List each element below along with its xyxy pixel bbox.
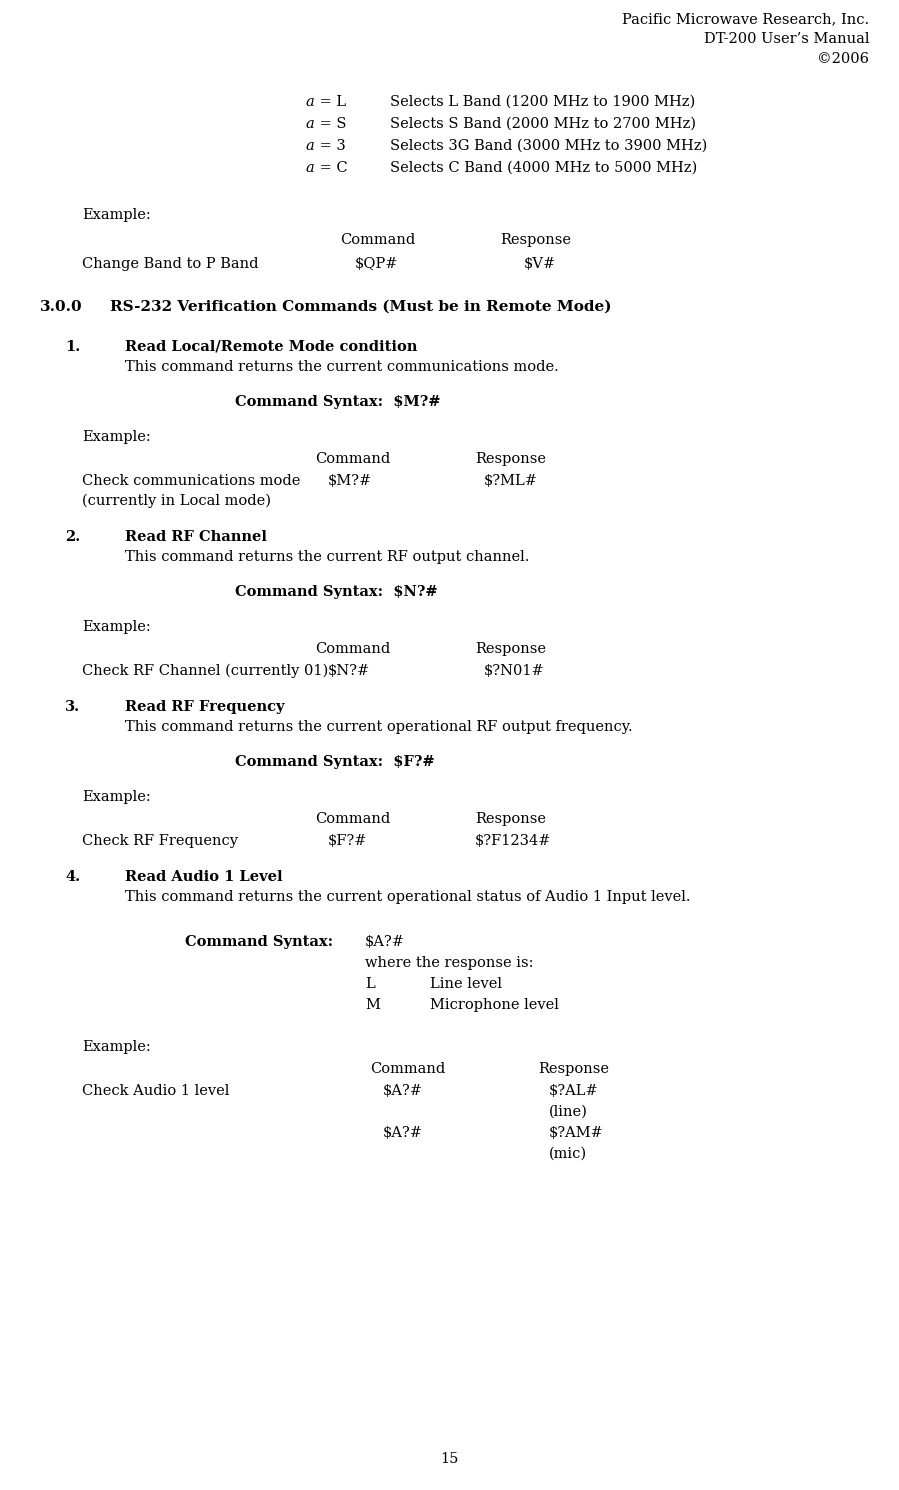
Text: $?AL#: $?AL# bbox=[549, 1085, 599, 1098]
Text: $F?#: $F?# bbox=[328, 834, 368, 848]
Text: 3.0.0: 3.0.0 bbox=[40, 299, 83, 314]
Text: Response: Response bbox=[538, 1062, 609, 1076]
Text: Command: Command bbox=[315, 451, 390, 466]
Text: $?ML#: $?ML# bbox=[484, 474, 538, 489]
Text: 3.: 3. bbox=[65, 700, 80, 714]
Text: Read Audio 1 Level: Read Audio 1 Level bbox=[125, 870, 282, 884]
Text: Command: Command bbox=[315, 812, 390, 825]
Text: This command returns the current operational RF output frequency.: This command returns the current operati… bbox=[125, 720, 633, 735]
Text: (line): (line) bbox=[549, 1106, 588, 1119]
Text: a: a bbox=[305, 95, 314, 109]
Text: (currently in Local mode): (currently in Local mode) bbox=[82, 495, 271, 508]
Text: Example:: Example: bbox=[82, 1040, 151, 1053]
Text: This command returns the current communications mode.: This command returns the current communi… bbox=[125, 361, 559, 374]
Text: $N?#: $N?# bbox=[328, 665, 370, 678]
Text: $QP#: $QP# bbox=[355, 256, 398, 271]
Text: ©2006: ©2006 bbox=[817, 52, 869, 66]
Text: 15: 15 bbox=[441, 1451, 458, 1466]
Text: $?F1234#: $?F1234# bbox=[475, 834, 551, 848]
Text: RS-232 Verification Commands (Must be in Remote Mode): RS-232 Verification Commands (Must be in… bbox=[110, 299, 611, 314]
Text: Selects S Band (2000 MHz to 2700 MHz): Selects S Band (2000 MHz to 2700 MHz) bbox=[390, 118, 696, 131]
Text: Check RF Frequency: Check RF Frequency bbox=[82, 834, 238, 848]
Text: $?N01#: $?N01# bbox=[484, 665, 545, 678]
Text: Example:: Example: bbox=[82, 620, 151, 635]
Text: = S: = S bbox=[315, 118, 346, 131]
Text: Example:: Example: bbox=[82, 790, 151, 805]
Text: DT-200 User’s Manual: DT-200 User’s Manual bbox=[704, 31, 869, 46]
Text: Response: Response bbox=[475, 451, 546, 466]
Text: = 3: = 3 bbox=[315, 139, 346, 153]
Text: This command returns the current RF output channel.: This command returns the current RF outp… bbox=[125, 550, 530, 565]
Text: Pacific Microwave Research, Inc.: Pacific Microwave Research, Inc. bbox=[622, 12, 869, 25]
Text: Command: Command bbox=[340, 232, 415, 247]
Text: Response: Response bbox=[475, 642, 546, 656]
Text: Example:: Example: bbox=[82, 209, 151, 222]
Text: 4.: 4. bbox=[65, 870, 80, 884]
Text: = C: = C bbox=[315, 161, 348, 174]
Text: Command Syntax:  $N?#: Command Syntax: $N?# bbox=[235, 586, 438, 599]
Text: 2.: 2. bbox=[65, 530, 80, 544]
Text: This command returns the current operational status of Audio 1 Input level.: This command returns the current operati… bbox=[125, 890, 690, 904]
Text: Command Syntax:  $M?#: Command Syntax: $M?# bbox=[235, 395, 441, 408]
Text: $A?#: $A?# bbox=[383, 1126, 423, 1140]
Text: Command: Command bbox=[370, 1062, 445, 1076]
Text: $A?#: $A?# bbox=[365, 936, 405, 949]
Text: M: M bbox=[365, 998, 380, 1012]
Text: Command Syntax:  $F?#: Command Syntax: $F?# bbox=[235, 755, 434, 769]
Text: Response: Response bbox=[475, 812, 546, 825]
Text: $A?#: $A?# bbox=[383, 1085, 423, 1098]
Text: Command Syntax:: Command Syntax: bbox=[185, 936, 334, 949]
Text: Selects C Band (4000 MHz to 5000 MHz): Selects C Band (4000 MHz to 5000 MHz) bbox=[390, 161, 698, 174]
Text: $?AM#: $?AM# bbox=[549, 1126, 604, 1140]
Text: L: L bbox=[365, 977, 375, 991]
Text: Check RF Channel (currently 01): Check RF Channel (currently 01) bbox=[82, 665, 328, 678]
Text: Command: Command bbox=[315, 642, 390, 656]
Text: Read RF Frequency: Read RF Frequency bbox=[125, 700, 284, 714]
Text: a: a bbox=[305, 118, 314, 131]
Text: a: a bbox=[305, 161, 314, 174]
Text: where the response is:: where the response is: bbox=[365, 957, 533, 970]
Text: Line level: Line level bbox=[430, 977, 502, 991]
Text: 1.: 1. bbox=[65, 340, 80, 355]
Text: Microphone level: Microphone level bbox=[430, 998, 559, 1012]
Text: Read RF Channel: Read RF Channel bbox=[125, 530, 267, 544]
Text: a: a bbox=[305, 139, 314, 153]
Text: (mic): (mic) bbox=[549, 1147, 587, 1161]
Text: Check Audio 1 level: Check Audio 1 level bbox=[82, 1085, 229, 1098]
Text: Check communications mode: Check communications mode bbox=[82, 474, 300, 489]
Text: Change Band to P Band: Change Band to P Band bbox=[82, 256, 259, 271]
Text: $M?#: $M?# bbox=[328, 474, 372, 489]
Text: Selects 3G Band (3000 MHz to 3900 MHz): Selects 3G Band (3000 MHz to 3900 MHz) bbox=[390, 139, 708, 153]
Text: Read Local/Remote Mode condition: Read Local/Remote Mode condition bbox=[125, 340, 417, 355]
Text: Selects L Band (1200 MHz to 1900 MHz): Selects L Band (1200 MHz to 1900 MHz) bbox=[390, 95, 695, 109]
Text: Response: Response bbox=[500, 232, 571, 247]
Text: Example:: Example: bbox=[82, 431, 151, 444]
Text: = L: = L bbox=[315, 95, 346, 109]
Text: $V#: $V# bbox=[524, 256, 556, 271]
